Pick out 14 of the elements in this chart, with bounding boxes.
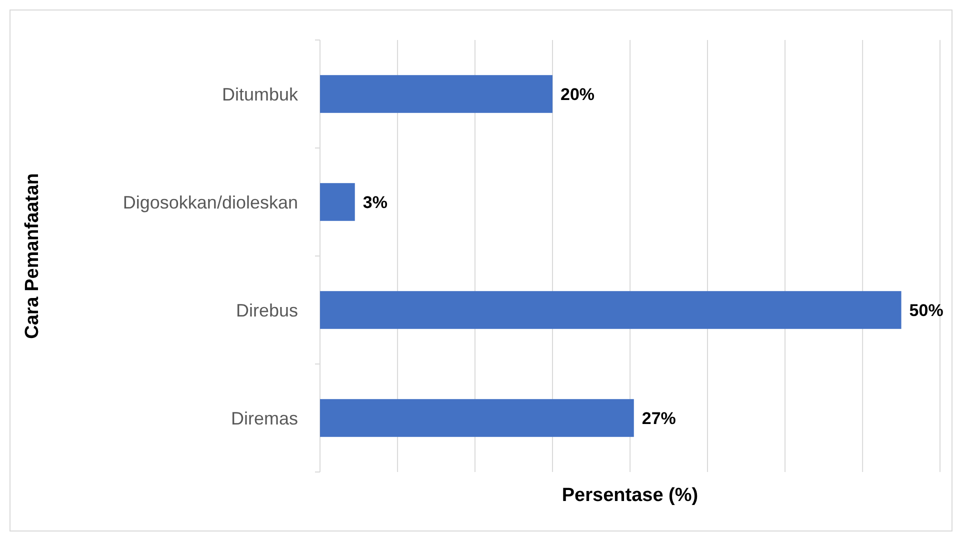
data-label: 20% (560, 84, 595, 104)
y-tick-label: Ditumbuk (222, 84, 299, 104)
bar (320, 399, 634, 437)
y-tick-label: Digosokkan/dioleskan (122, 192, 298, 212)
y-tick-label: Diremas (230, 408, 298, 428)
bar (320, 183, 355, 221)
data-label: 50% (909, 300, 944, 320)
y-tick-label: Direbus (236, 300, 298, 320)
bar (320, 75, 553, 113)
y-axis-title: Cara Pemanfaatan (22, 173, 43, 339)
x-axis-title: Persentase (%) (562, 485, 698, 506)
data-label: 3% (362, 192, 388, 212)
bar (320, 291, 902, 329)
data-label: 27% (642, 408, 676, 428)
